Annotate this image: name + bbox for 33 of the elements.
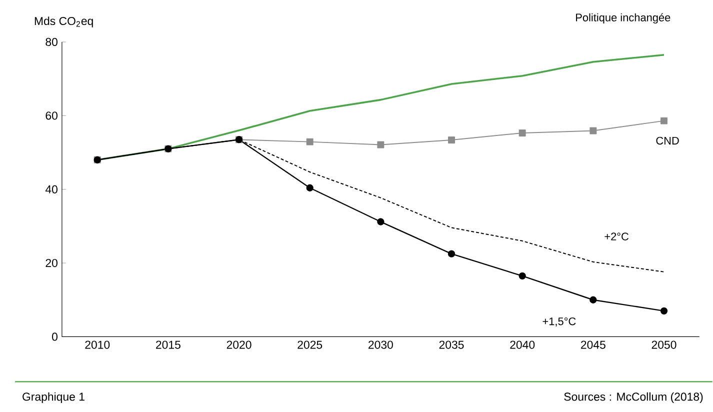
x-tick-label: 2010	[85, 340, 110, 350]
point	[590, 127, 597, 134]
y-tick-label: 0	[52, 332, 58, 341]
y-tick-label: 80	[46, 38, 58, 46]
point	[306, 138, 314, 146]
point	[660, 308, 668, 315]
series-label: CND	[656, 137, 679, 145]
point	[518, 272, 526, 280]
point	[377, 218, 384, 226]
series-label: +1,5°C	[542, 318, 576, 327]
y-tick-label: 40	[45, 185, 58, 194]
text: Graphique 1	[22, 392, 84, 404]
point	[377, 141, 384, 148]
x-tick-label: 2020	[226, 340, 252, 350]
y-tick-label: 20	[46, 259, 58, 268]
point	[448, 250, 456, 258]
point	[448, 136, 455, 144]
x-tick-label: 2035	[439, 340, 464, 350]
y-axis-title: Mds CO$_{2}$eq	[34, 16, 93, 28]
point	[660, 117, 668, 124]
x-tick-label: 2015	[156, 340, 180, 350]
text: +2°C	[604, 232, 629, 241]
point	[518, 130, 526, 137]
text: Politique inchangée	[576, 13, 670, 24]
source-note: Sources : McCollum (2018)	[564, 392, 703, 404]
point	[306, 184, 314, 192]
x-tick-label: 2050	[652, 340, 676, 350]
x-tick-label: 2030	[368, 340, 393, 350]
x-tick-label: 2040	[510, 340, 535, 350]
x-tick-label: 2045	[581, 340, 606, 350]
y-tick-label: 60	[46, 112, 58, 120]
point	[590, 296, 597, 304]
x-tick-label: 2025	[298, 340, 322, 350]
